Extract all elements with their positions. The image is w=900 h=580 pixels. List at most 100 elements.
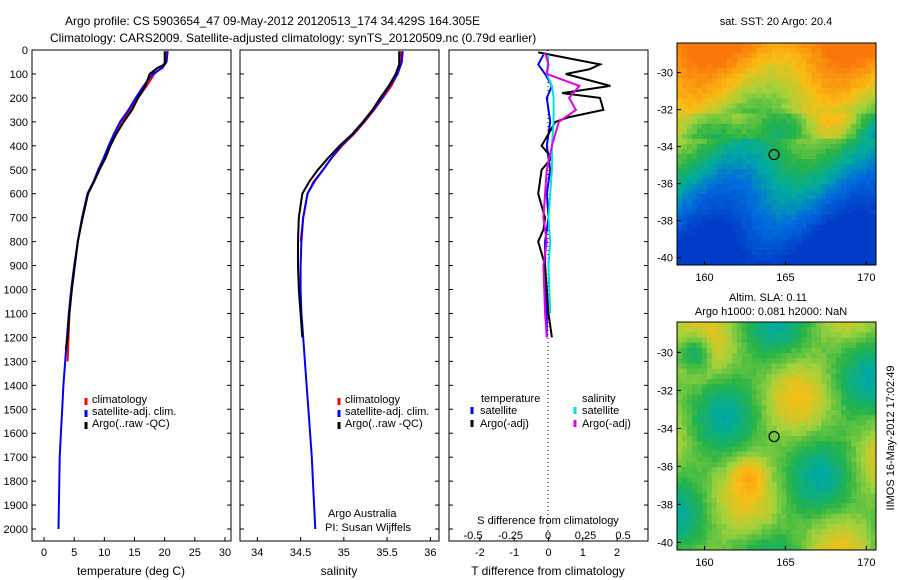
map-cell (851, 254, 857, 261)
map-cell (836, 342, 842, 349)
map-cell (711, 327, 718, 333)
map-cell (811, 503, 817, 509)
map-cell (726, 410, 733, 416)
map-cell (771, 189, 777, 195)
map-cell (836, 404, 842, 411)
map-cell (816, 184, 822, 190)
map-cell (741, 342, 748, 349)
map-cell (706, 209, 713, 215)
map-cell (736, 534, 743, 541)
map-cell (761, 461, 767, 468)
map-cell (721, 88, 728, 94)
y-tick-label: 1100 (4, 308, 28, 320)
map-cell (826, 148, 832, 155)
map-cell (751, 420, 758, 427)
map-cell (826, 83, 832, 89)
map-cell (701, 472, 708, 478)
map-cell (796, 461, 802, 468)
map-cell (826, 219, 832, 226)
map-cell (826, 404, 832, 411)
map-cell (721, 529, 728, 535)
map-cell (686, 259, 693, 265)
map-cell (721, 229, 728, 236)
y-tick-label: 700 (10, 213, 28, 225)
map-cell (686, 204, 693, 210)
map-cell (731, 259, 738, 265)
map-cell (861, 159, 867, 165)
map-cell (866, 332, 872, 338)
map-cell (861, 342, 867, 349)
map-cell (681, 539, 688, 546)
map-cell (811, 493, 817, 499)
map-cell (871, 229, 876, 236)
map-cell (677, 332, 683, 338)
map-cell (811, 368, 817, 375)
map-cell (806, 410, 812, 416)
map-cell (801, 410, 807, 416)
map-cell (791, 436, 797, 442)
map-cell (681, 113, 688, 120)
map-cell (846, 98, 852, 104)
map-cell (711, 524, 718, 530)
sla-subtitle: Argo h1000: 0.081 h2000: NaN (695, 306, 847, 318)
map-cell (741, 63, 748, 69)
map-cell (786, 143, 792, 150)
map-cell (826, 410, 832, 416)
map-cell (761, 83, 767, 89)
map-cell (801, 347, 807, 354)
map-cell (716, 529, 723, 535)
map-cell (846, 123, 852, 130)
map-cell (731, 544, 738, 550)
map-cell (706, 539, 713, 546)
map-cell (816, 513, 822, 520)
map-cell (761, 394, 767, 401)
map-cell (681, 467, 688, 473)
map-cell (866, 363, 872, 370)
map-cell (746, 467, 753, 473)
map-cell (716, 143, 723, 150)
map-cell (761, 446, 767, 452)
map-cell (781, 244, 787, 251)
map-cell (766, 48, 772, 54)
map-cell (681, 259, 688, 265)
map-cell (736, 410, 743, 416)
map-cell (791, 503, 797, 509)
map-cell (856, 164, 862, 170)
map-cell (741, 513, 748, 520)
map-cell (786, 234, 792, 241)
map-cell (746, 430, 753, 437)
map-cell (696, 451, 703, 458)
y-tick-label: 1400 (4, 380, 28, 392)
map-cell (766, 467, 772, 473)
map-cell (771, 199, 777, 205)
map-cell (746, 384, 753, 390)
map-cell (811, 148, 817, 155)
map-cell (686, 164, 693, 170)
map-cell (866, 529, 872, 535)
map-cell (861, 194, 867, 200)
sla-frame (676, 321, 877, 551)
map-cell (796, 43, 802, 49)
map-cell (751, 239, 758, 246)
map-cell (781, 487, 787, 494)
map-cell (726, 194, 733, 200)
map-cell (816, 164, 822, 170)
map-cell (696, 98, 703, 104)
map-cell (766, 103, 772, 109)
map-cell (686, 461, 693, 468)
map-cell (811, 48, 817, 54)
map-cell (796, 430, 802, 437)
map-cell (836, 73, 842, 79)
map-cell (686, 128, 693, 135)
map-cell (846, 482, 852, 489)
map-cell (836, 259, 842, 265)
map-cell (776, 88, 782, 94)
map-cell (771, 83, 777, 89)
map-cell (716, 159, 723, 165)
map-cell (686, 209, 693, 215)
map-cell (866, 219, 872, 226)
map-cell (721, 477, 728, 484)
map-cell (771, 451, 777, 458)
map-cell (736, 327, 743, 333)
map-cell (726, 234, 733, 241)
